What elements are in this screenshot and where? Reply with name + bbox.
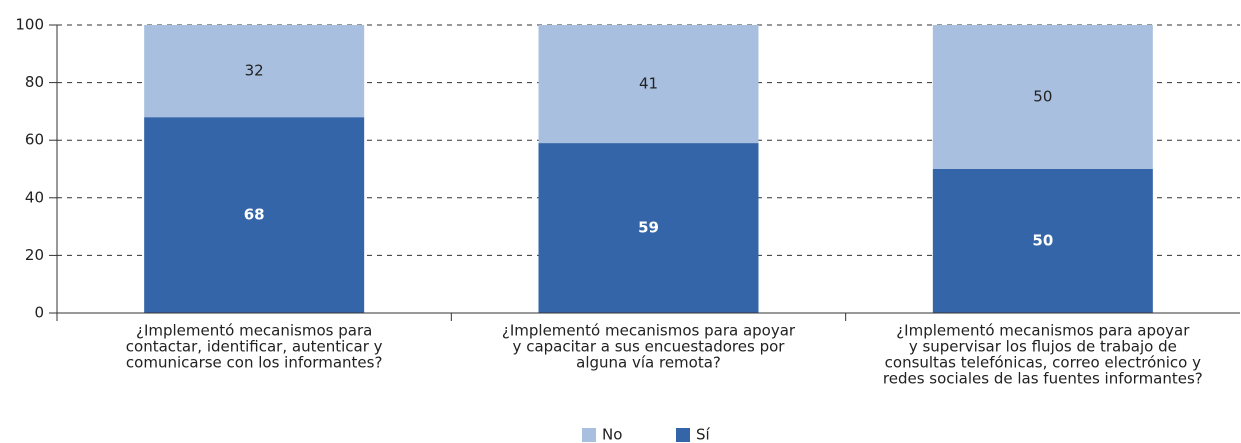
y-tick-label: 100 — [15, 16, 44, 34]
x-tick-label: ¿Implementó mecanismos para — [136, 322, 372, 340]
x-tick-label: ¿Implementó mecanismos para apoyar — [896, 322, 1190, 340]
value-label: 59 — [638, 219, 659, 237]
bar-segment — [144, 117, 365, 313]
y-tick-label: 60 — [25, 131, 44, 149]
legend-label: No — [602, 426, 622, 443]
y-tick-label: 20 — [25, 246, 44, 264]
bar-segment — [538, 25, 759, 144]
y-tick-label: 40 — [25, 188, 44, 206]
bar-segment — [538, 143, 759, 313]
x-tick-label: y capacitar a sus encuestadores por — [513, 338, 786, 356]
legend-swatch — [582, 428, 596, 442]
x-tick-label: y supervisar los flujos de trabajo de — [909, 338, 1177, 356]
x-tick-label: alguna vía remota? — [576, 354, 721, 372]
y-tick-label: 80 — [25, 73, 44, 91]
legend-label: Sí — [696, 426, 711, 443]
x-tick-label: contactar, identificar, autenticar y — [126, 338, 383, 356]
value-label: 50 — [1032, 232, 1053, 250]
legend-swatch — [676, 428, 690, 442]
value-label: 68 — [244, 206, 265, 224]
y-tick-label: 0 — [34, 304, 44, 322]
x-tick-label: ¿Implementó mecanismos para apoyar — [502, 322, 796, 340]
x-tick-label: redes sociales de las fuentes informante… — [883, 370, 1203, 388]
value-label: 32 — [245, 62, 264, 80]
bar-segment — [932, 25, 1153, 169]
value-label: 50 — [1033, 88, 1052, 106]
bar-segment — [932, 169, 1153, 313]
bar-segment — [144, 25, 365, 118]
x-tick-label: comunicarse con los informantes? — [126, 354, 383, 372]
x-tick-label: consultas telefónicas, correo electrónic… — [885, 354, 1201, 372]
value-label: 41 — [639, 75, 658, 93]
